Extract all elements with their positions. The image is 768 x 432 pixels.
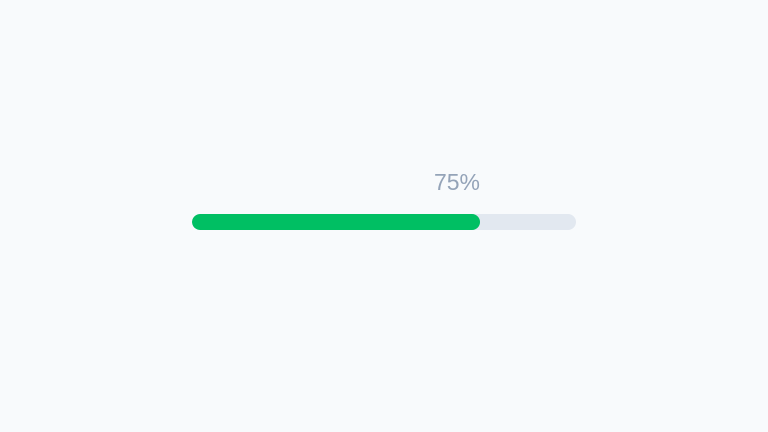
progress-widget: 75% — [192, 166, 576, 230]
progress-percent-label: 75% — [433, 169, 480, 195]
progress-label-row: 75% — [192, 166, 576, 198]
progress-track — [192, 214, 576, 230]
progress-fill — [192, 214, 480, 230]
